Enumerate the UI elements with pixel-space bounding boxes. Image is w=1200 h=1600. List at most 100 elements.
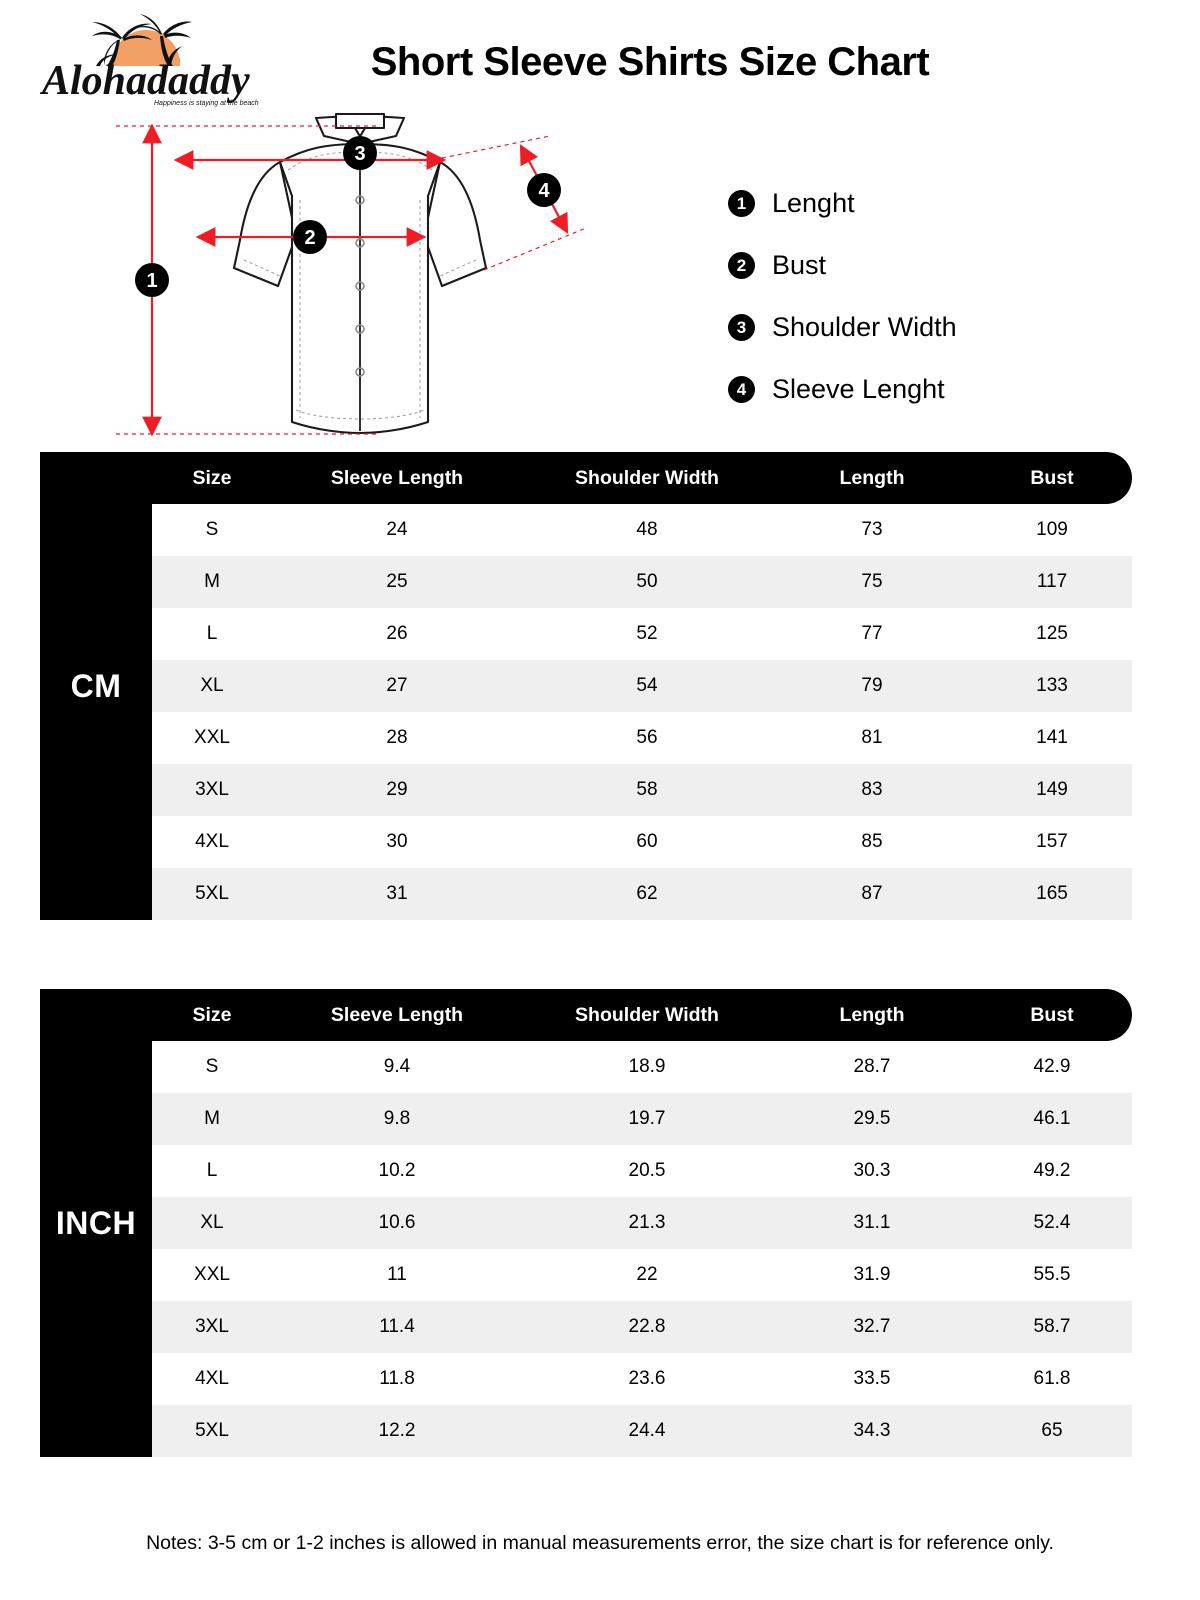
cell-sleeve: 28	[386, 727, 408, 748]
table-row: XL 10.6 21.3 31.1 52.4	[152, 1197, 1132, 1249]
header-shoulder: Shoulder Width	[575, 466, 719, 489]
cell-shoulder: 23.6	[628, 1368, 666, 1389]
legend-item-sleeve-length: 4 Sleeve Lenght	[728, 358, 1058, 420]
cell-shoulder: 56	[636, 727, 658, 748]
cell-sleeve: 26	[386, 623, 408, 644]
cell-shoulder: 60	[636, 831, 658, 852]
cell-shoulder: 22.8	[628, 1316, 666, 1337]
cell-length: 30.3	[853, 1160, 891, 1181]
cell-sleeve: 30	[386, 831, 408, 852]
cell-length: 31.1	[853, 1212, 891, 1233]
cell-bust: 55.5	[1033, 1264, 1071, 1285]
table-row: M 9.8 19.7 29.5 46.1	[152, 1093, 1132, 1145]
cell-bust: 125	[1036, 623, 1068, 644]
diagram-badge-1: 1	[146, 270, 157, 292]
cell-length: 85	[861, 831, 883, 852]
cell-bust: 109	[1036, 519, 1068, 540]
header-sleeve: Sleeve Length	[330, 466, 464, 489]
cell-size: M	[204, 571, 220, 592]
cell-sleeve: 25	[386, 571, 408, 592]
brand-wordmark: Alohadaddy	[39, 58, 250, 104]
cell-sleeve: 10.2	[378, 1160, 416, 1181]
cell-length: 34.3	[853, 1420, 891, 1441]
legend-item-bust: 2 Bust	[728, 234, 1058, 296]
cell-length: 75	[861, 571, 883, 592]
cell-bust: 117	[1036, 571, 1068, 592]
legend-label-2: Bust	[772, 249, 827, 280]
table-row: 3XL 11.4 22.8 32.7 58.7	[152, 1301, 1132, 1353]
cell-length: 73	[861, 519, 883, 540]
legend-item-length: 1 Lenght	[728, 172, 1058, 234]
cell-shoulder: 20.5	[628, 1160, 666, 1181]
cell-length: 33.5	[853, 1368, 891, 1389]
header-sleeve: Sleeve Length	[330, 1003, 464, 1026]
diagram-badge-2: 2	[304, 227, 315, 249]
cell-size: L	[206, 623, 218, 644]
measurement-legend: 1 Lenght 2 Bust 3 Shoulder Width 4 Sleev…	[728, 172, 1058, 420]
cell-bust: 157	[1036, 831, 1068, 852]
cell-shoulder: 54	[636, 675, 658, 696]
cell-sleeve: 31	[386, 883, 408, 904]
cell-length: 32.7	[853, 1316, 891, 1337]
cell-length: 28.7	[853, 1056, 891, 1077]
legend-badge-4: 4	[728, 375, 755, 403]
cell-length: 79	[861, 675, 883, 696]
header-size: Size	[192, 1003, 232, 1026]
cell-size: XL	[200, 675, 224, 696]
table-row: L 26 52 77 125	[152, 608, 1132, 660]
cell-size: 3XL	[195, 1316, 229, 1337]
cell-bust: 42.9	[1033, 1056, 1071, 1077]
table-row: 4XL 30 60 85 157	[152, 816, 1132, 868]
table-row: M 25 50 75 117	[152, 556, 1132, 608]
cell-bust: 165	[1036, 883, 1068, 904]
unit-label-cm: CM	[40, 452, 152, 920]
size-table-inch-grid: Size Sleeve Length Shoulder Width Length…	[152, 989, 1132, 1457]
cell-bust: 149	[1036, 779, 1068, 800]
cell-sleeve: 29	[386, 779, 408, 800]
cell-bust: 49.2	[1033, 1160, 1071, 1181]
cell-shoulder: 22	[636, 1264, 658, 1285]
table-row: 4XL 11.8 23.6 33.5 61.8	[152, 1353, 1132, 1405]
legend-badge-1: 1	[728, 189, 755, 217]
cell-bust: 133	[1036, 675, 1068, 696]
table-row: 5XL 31 62 87 165	[152, 868, 1132, 920]
cell-shoulder: 48	[636, 519, 658, 540]
size-table-cm-grid: Size Sleeve Length Shoulder Width Length…	[152, 452, 1132, 920]
cell-sleeve: 12.2	[378, 1420, 416, 1441]
table-row: XL 27 54 79 133	[152, 660, 1132, 712]
table-row: S 24 48 73 109	[152, 504, 1132, 556]
cell-shoulder: 21.3	[628, 1212, 666, 1233]
header-size: Size	[192, 466, 232, 489]
cell-sleeve: 27	[386, 675, 408, 696]
cell-bust: 61.8	[1033, 1368, 1071, 1389]
cell-sleeve: 11	[387, 1264, 407, 1285]
cell-length: 87	[861, 883, 883, 904]
brand-tagline: Happiness is staying at the beach	[154, 100, 259, 107]
table-row: L 10.2 20.5 30.3 49.2	[152, 1145, 1132, 1197]
table-row: 3XL 29 58 83 149	[152, 764, 1132, 816]
header-length: Length	[839, 1003, 905, 1026]
cell-shoulder: 18.9	[628, 1056, 666, 1077]
cell-length: 29.5	[853, 1108, 891, 1129]
cell-size: M	[204, 1108, 220, 1129]
cell-size: XXL	[194, 1264, 230, 1285]
brand-logo: Alohadaddy Happiness is staying at the b…	[34, 8, 274, 108]
cell-size: 4XL	[195, 1368, 229, 1389]
header-length: Length	[839, 466, 905, 489]
cell-size: 3XL	[195, 779, 229, 800]
table-row: 5XL 12.2 24.4 34.3 65	[152, 1405, 1132, 1457]
page-title: Short Sleeve Shirts Size Chart	[370, 40, 930, 84]
header-shoulder: Shoulder Width	[575, 1003, 719, 1026]
table-header-row: Size Sleeve Length Shoulder Width Length…	[152, 452, 1132, 504]
cell-length: 31.9	[853, 1264, 891, 1285]
diagram-badge-3: 3	[354, 143, 365, 165]
cell-size: S	[205, 1056, 219, 1077]
cell-size: XL	[200, 1212, 224, 1233]
header-bust: Bust	[1030, 1003, 1074, 1026]
legend-item-shoulder-width: 3 Shoulder Width	[728, 296, 1058, 358]
cell-bust: 58.7	[1033, 1316, 1071, 1337]
table-row: XXL 28 56 81 141	[152, 712, 1132, 764]
cell-shoulder: 19.7	[628, 1108, 666, 1129]
cell-shoulder: 52	[636, 623, 658, 644]
cell-size: S	[205, 519, 219, 540]
